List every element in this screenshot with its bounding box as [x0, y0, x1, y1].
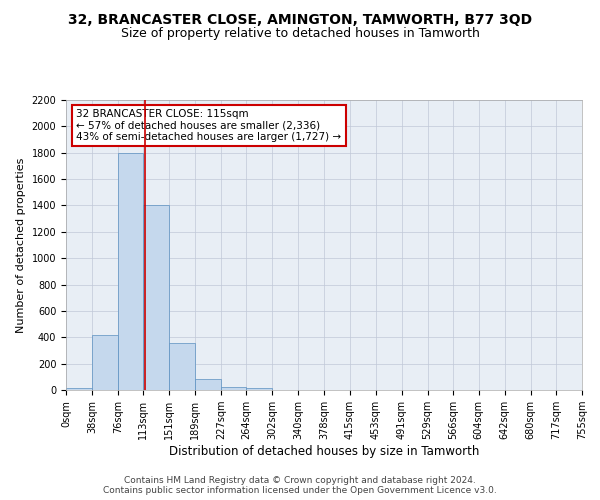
X-axis label: Distribution of detached houses by size in Tamworth: Distribution of detached houses by size …: [169, 445, 479, 458]
Text: Contains HM Land Registry data © Crown copyright and database right 2024.
Contai: Contains HM Land Registry data © Crown c…: [103, 476, 497, 495]
Bar: [221, 386, 247, 390]
Y-axis label: Number of detached properties: Number of detached properties: [16, 158, 26, 332]
Bar: [247, 388, 272, 390]
Bar: [195, 380, 221, 390]
Text: 32, BRANCASTER CLOSE, AMINGTON, TAMWORTH, B77 3QD: 32, BRANCASTER CLOSE, AMINGTON, TAMWORTH…: [68, 12, 532, 26]
Bar: [92, 334, 118, 390]
Bar: [143, 206, 169, 390]
Bar: [118, 152, 143, 390]
Text: 32 BRANCASTER CLOSE: 115sqm
← 57% of detached houses are smaller (2,336)
43% of : 32 BRANCASTER CLOSE: 115sqm ← 57% of det…: [76, 108, 341, 142]
Bar: [169, 342, 195, 390]
Bar: [66, 388, 92, 390]
Text: Size of property relative to detached houses in Tamworth: Size of property relative to detached ho…: [121, 28, 479, 40]
